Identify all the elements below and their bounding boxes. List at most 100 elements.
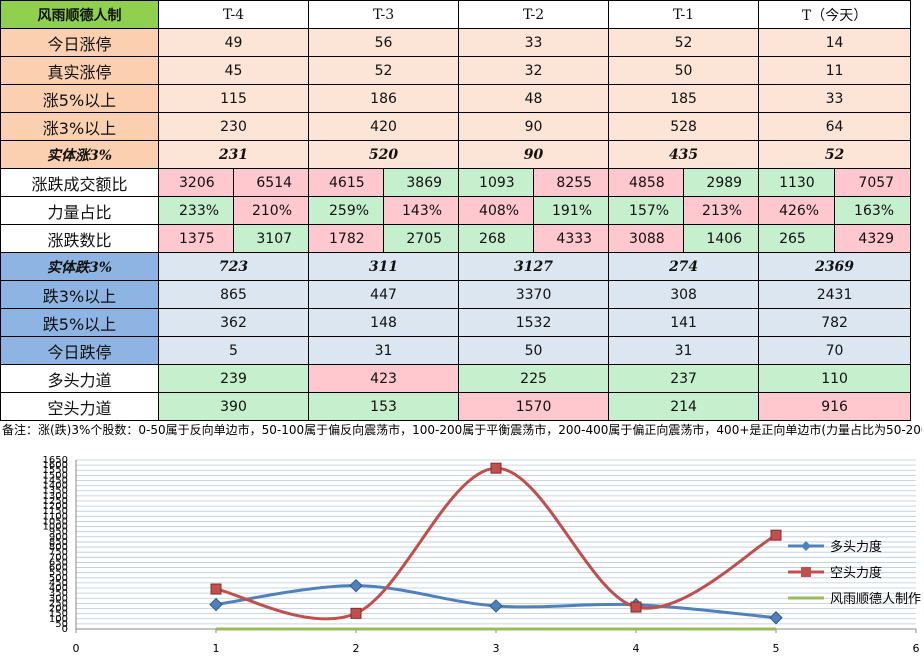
- row-label: 多头力道: [0, 364, 159, 393]
- y-tick-label: 1450: [43, 475, 68, 486]
- y-tick-label: 250: [49, 598, 68, 609]
- table-cell: 48: [458, 84, 610, 113]
- table-cell: 308: [608, 280, 760, 309]
- table-cell: 362: [157, 308, 310, 337]
- y-tick-label: 750: [49, 547, 68, 558]
- table-cell: 148: [308, 308, 460, 337]
- table-cell: 1375: [158, 224, 234, 253]
- table-cell: 230: [157, 112, 310, 141]
- y-tick-label: 500: [49, 573, 68, 584]
- table-cell: 408%: [458, 196, 535, 225]
- y-tick-label: 1550: [43, 465, 68, 476]
- y-tick-label: 700: [49, 552, 68, 563]
- x-tick-label: 4: [633, 642, 640, 655]
- table-cell: 163%: [834, 196, 912, 225]
- table-cell: 420: [308, 112, 460, 141]
- y-tick-label: 400: [49, 583, 68, 594]
- y-tick-label: 950: [49, 527, 68, 538]
- table-row: 涨跌数比 1375 3107 1782 2705 268 4333 3088 1406 265 43…: [0, 224, 912, 253]
- table-cell: 141: [608, 308, 760, 337]
- row-label: 今日涨停: [0, 28, 159, 57]
- table-cell: 423: [308, 364, 460, 393]
- table-cell: 50: [458, 336, 610, 365]
- y-tick-label: 450: [49, 578, 68, 589]
- y-tick-label: 1650: [43, 455, 68, 466]
- data-point: [210, 583, 222, 595]
- table-cell: 210%: [232, 196, 310, 225]
- column-header: T-4: [157, 0, 310, 29]
- table-cell: 1406: [683, 224, 760, 253]
- y-tick-label: 1000: [43, 522, 68, 533]
- x-tick-label: 2: [353, 642, 360, 655]
- table-row: 今日涨停 49 56 33 52 14: [0, 28, 912, 57]
- column-header: T-3: [308, 0, 460, 29]
- y-tick-label: 800: [49, 542, 68, 553]
- table-cell: 2705: [383, 224, 460, 253]
- row-label: 实体跌3%: [0, 252, 159, 281]
- x-tick-label: 5: [773, 642, 780, 655]
- table-row: 实体涨3% 231 520 90 435 52: [0, 140, 912, 169]
- row-label: 跌3%以上: [0, 280, 159, 309]
- table-cell: 4333: [533, 224, 610, 253]
- data-point: [490, 462, 502, 474]
- table-title: 风雨顺德人制: [0, 0, 159, 29]
- y-tick-label: 650: [49, 557, 68, 568]
- table-cell: 191%: [533, 196, 610, 225]
- table-cell: 214: [608, 392, 760, 421]
- data-point: [630, 601, 642, 613]
- data-point: [489, 599, 503, 613]
- table-row: 今日跌停 5 31 50 31 70: [0, 336, 912, 365]
- chart-series: [209, 462, 783, 631]
- table-row: 多头力道 239 423 225 237 110: [0, 364, 912, 393]
- table-cell: 3206: [158, 168, 234, 197]
- table-cell: 3127: [458, 252, 610, 281]
- table-cell: 31: [308, 336, 460, 365]
- table-cell: 274: [608, 252, 760, 281]
- legend-label: 空头力度: [830, 565, 882, 581]
- data-point: [209, 597, 223, 612]
- table-cell: 426%: [758, 196, 836, 225]
- y-tick-label: 150: [49, 609, 68, 620]
- x-tick-label: 6: [913, 642, 920, 655]
- table-cell: 239: [157, 364, 310, 393]
- table-cell: 33: [758, 84, 912, 113]
- footnote: 备注：涨(跌)3%个股数：0-50属于反向单边市，50-100属于偏反向震荡市，…: [2, 423, 922, 437]
- table-cell: 3088: [608, 224, 685, 253]
- y-tick-label: 1100: [43, 511, 68, 522]
- row-label: 实体涨3%: [0, 140, 159, 169]
- data-point: [769, 611, 783, 625]
- table-cell: 265: [758, 224, 836, 253]
- table-cell: 185: [608, 84, 760, 113]
- market-stats-table: 风雨顺德人制 T-4 T-3 T-2 T-1 T（今天） 今日涨停 49 56 33 52 14 真实涨…: [0, 0, 912, 421]
- row-label: 真实涨停: [0, 56, 159, 85]
- legend-marker: [801, 567, 811, 577]
- y-tick-label: 200: [49, 604, 68, 615]
- y-tick-label: 1050: [43, 516, 68, 527]
- y-tick-label: 300: [49, 593, 68, 604]
- column-header: T（今天）: [758, 0, 912, 29]
- table-cell: 723: [157, 252, 310, 281]
- table-row: 涨5%以上 115 186 48 185 33: [0, 84, 912, 113]
- table-cell: 11: [758, 56, 912, 85]
- y-tick-label: 0: [62, 624, 68, 635]
- y-tick-label: 1300: [43, 491, 68, 502]
- row-label: 空头力道: [0, 392, 159, 421]
- y-tick-label: 1350: [43, 486, 68, 497]
- y-tick-label: 100: [49, 614, 68, 625]
- table-cell: 14: [758, 28, 912, 57]
- table-cell: 52: [758, 140, 912, 169]
- table-cell: 528: [608, 112, 760, 141]
- table-cell: 311: [308, 252, 460, 281]
- y-tick-label: 1400: [43, 481, 68, 492]
- table-cell: 259%: [308, 196, 385, 225]
- table-cell: 1782: [308, 224, 385, 253]
- row-label: 涨跌数比: [0, 224, 159, 253]
- table-cell: 213%: [683, 196, 760, 225]
- table-row: 实体跌3% 723 311 3127 274 2369: [0, 252, 912, 281]
- table-cell: 5: [157, 336, 310, 365]
- table-row: 力量占比 233% 210% 259% 143% 408% 191% 157% 213% 426%…: [0, 196, 912, 225]
- y-tick-label: 900: [49, 532, 68, 543]
- table-cell: 64: [758, 112, 912, 141]
- table-cell: 4329: [834, 224, 912, 253]
- table-cell: 865: [157, 280, 310, 309]
